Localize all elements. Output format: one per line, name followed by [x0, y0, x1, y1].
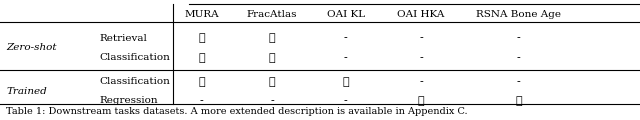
Text: MURA: MURA: [184, 10, 219, 19]
Text: Regression: Regression: [99, 96, 158, 105]
Text: ✓: ✓: [342, 77, 349, 87]
Text: -: -: [200, 96, 204, 106]
Text: ✓: ✓: [269, 53, 275, 63]
Text: ✓: ✓: [515, 96, 522, 106]
Text: -: -: [419, 33, 423, 43]
Text: RSNA Bone Age: RSNA Bone Age: [476, 10, 561, 19]
Text: FracAtlas: FracAtlas: [247, 10, 297, 19]
Text: -: -: [270, 96, 274, 106]
Text: -: -: [344, 33, 348, 43]
Text: ✓: ✓: [198, 33, 205, 43]
Text: Trained: Trained: [6, 87, 47, 96]
Text: Classification: Classification: [99, 77, 170, 86]
Text: -: -: [419, 53, 423, 63]
Text: Retrieval: Retrieval: [99, 34, 147, 43]
Text: -: -: [516, 77, 520, 87]
Text: Classification: Classification: [99, 53, 170, 62]
Text: OAI HKA: OAI HKA: [397, 10, 445, 19]
Text: Zero-shot: Zero-shot: [6, 43, 57, 52]
Text: -: -: [344, 53, 348, 63]
Text: ✓: ✓: [269, 33, 275, 43]
Text: OAI KL: OAI KL: [326, 10, 365, 19]
Text: -: -: [516, 53, 520, 63]
Text: -: -: [419, 77, 423, 87]
Text: ✓: ✓: [198, 53, 205, 63]
Text: Table 1: Downstream tasks datasets. A more extended description is available in : Table 1: Downstream tasks datasets. A mo…: [6, 107, 468, 116]
Text: ✓: ✓: [269, 77, 275, 87]
Text: ✓: ✓: [198, 77, 205, 87]
Text: -: -: [516, 33, 520, 43]
Text: ✓: ✓: [418, 96, 424, 106]
Text: -: -: [344, 96, 348, 106]
